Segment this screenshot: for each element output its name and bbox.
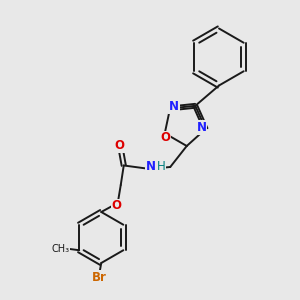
Text: CH₃: CH₃ xyxy=(52,244,70,254)
Text: O: O xyxy=(114,140,124,152)
Text: O: O xyxy=(161,131,171,144)
Text: Br: Br xyxy=(92,271,107,284)
Text: N: N xyxy=(197,121,207,134)
Text: H: H xyxy=(157,160,166,173)
Text: O: O xyxy=(111,200,121,212)
Text: N: N xyxy=(146,160,156,173)
Text: N: N xyxy=(169,100,179,113)
